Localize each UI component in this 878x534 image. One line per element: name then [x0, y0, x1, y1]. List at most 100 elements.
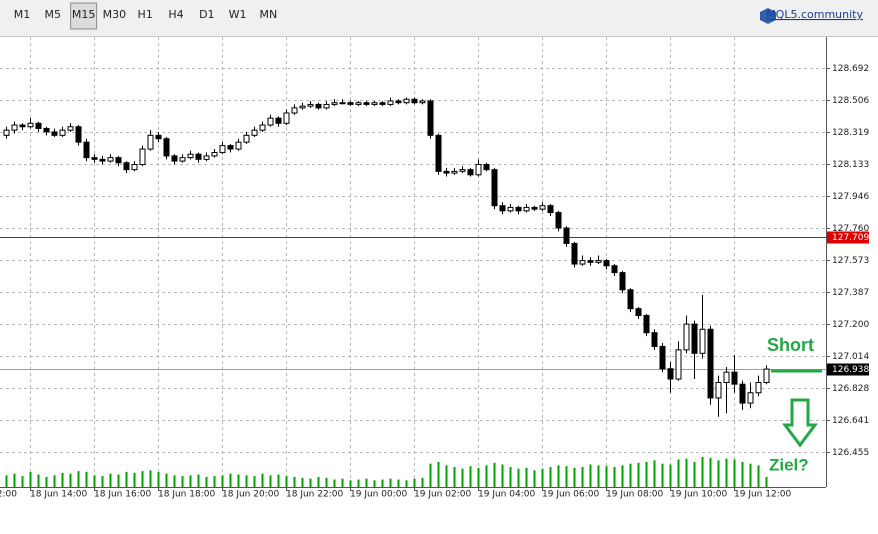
volume-bar	[421, 477, 424, 487]
price-level-label: 127.709	[832, 233, 869, 243]
candle-body	[347, 102, 354, 105]
plot-area	[0, 37, 826, 487]
timeframe-button[interactable]: M1	[14, 8, 31, 21]
volume-bar	[677, 459, 680, 487]
candle-body	[299, 105, 306, 109]
volume-bar	[709, 457, 712, 487]
candle-body	[307, 103, 314, 107]
candle-body	[139, 148, 146, 165]
volume-bar	[333, 479, 336, 487]
volume-bar	[765, 477, 768, 487]
candle-body	[115, 157, 122, 164]
volume-bar	[637, 462, 640, 487]
timeframe-button[interactable]: H1	[138, 8, 153, 21]
candle-body	[259, 124, 266, 131]
volume-bar	[685, 458, 688, 487]
x-tick-label: 18 Jun 18:00	[158, 490, 215, 500]
volume-bar	[509, 467, 512, 487]
candle-body	[187, 153, 194, 159]
candle-body	[531, 206, 538, 210]
candle-body	[363, 102, 370, 105]
timeframe-button[interactable]: W1	[229, 8, 247, 21]
candle-body	[731, 371, 738, 385]
x-tick-label: 19 Jun 04:00	[478, 490, 535, 500]
volume-bar	[357, 479, 360, 487]
volume-bar	[229, 473, 232, 487]
volume-bar	[653, 460, 656, 487]
link-text[interactable]: MQL5.community	[766, 8, 863, 21]
timeframe-label[interactable]: M5	[45, 8, 62, 21]
candle-body	[195, 153, 202, 160]
timeframe-label[interactable]: M15	[72, 8, 96, 21]
timeframe-label[interactable]: H4	[168, 8, 183, 21]
timeframe-button[interactable]: M15	[70, 2, 98, 30]
volume-bar	[757, 465, 760, 487]
y-tick-label: 126.455	[832, 448, 869, 458]
candle-body	[235, 141, 242, 150]
candle-body	[435, 134, 442, 172]
timeframe-button[interactable]: M30	[103, 8, 127, 21]
volume-bar	[461, 468, 464, 487]
timeframe-label[interactable]: M30	[103, 8, 127, 21]
grid	[0, 37, 826, 487]
candle-body	[683, 323, 690, 351]
volume-bar	[109, 473, 112, 487]
y-tick-label: 126.828	[832, 384, 869, 394]
candle-body	[203, 155, 210, 160]
x-tick-label: 18 Jun 14:00	[30, 490, 87, 500]
candle-body	[627, 289, 634, 310]
y-tick-label: 126.641	[832, 416, 869, 426]
volume-bar	[133, 472, 136, 487]
volume-bar	[413, 478, 416, 487]
volume-bar	[293, 477, 296, 487]
candle-body	[59, 129, 66, 136]
volume-bar	[277, 474, 280, 487]
timeframe-label[interactable]: W1	[229, 8, 247, 21]
timeframe-label[interactable]: M1	[14, 8, 31, 21]
x-tick-label: 19 Jun 06:00	[542, 490, 599, 500]
volume-bar	[741, 462, 744, 487]
timeframe-label[interactable]: MN	[260, 8, 278, 21]
timeframe-button[interactable]: H4	[168, 8, 183, 21]
candle-body	[419, 100, 426, 104]
volume-bar	[149, 470, 152, 487]
candle-body	[99, 158, 106, 162]
volume-bar	[645, 462, 648, 487]
volume-bar	[477, 467, 480, 487]
candle-body	[459, 169, 466, 172]
volume-bar	[45, 477, 48, 487]
volume-bar	[717, 460, 720, 487]
community-link[interactable]: MQL5.community	[760, 8, 863, 24]
volume-bar	[469, 466, 472, 487]
timeframe-button[interactable]: MN	[260, 8, 278, 21]
candle-body	[667, 368, 674, 380]
volume-bar	[629, 463, 632, 487]
volume-bar	[445, 465, 448, 487]
candle-body	[635, 308, 642, 317]
volume-bar	[517, 468, 520, 487]
candle-body	[499, 205, 506, 212]
candle-body	[595, 260, 602, 263]
candle-body	[35, 122, 42, 129]
candle-body	[611, 265, 618, 274]
candle-body	[763, 368, 770, 383]
volume-bar	[733, 459, 736, 487]
candle-body	[571, 242, 578, 265]
volume-bar	[317, 477, 320, 487]
candle-body	[147, 134, 154, 150]
volume-bar	[341, 478, 344, 487]
candle-body	[275, 117, 282, 124]
candle-body	[155, 134, 162, 140]
volume-bar	[37, 474, 40, 487]
timeframe-button[interactable]: M5	[45, 8, 62, 21]
timeframe-label[interactable]: H1	[138, 8, 153, 21]
candle-body	[371, 102, 378, 105]
volume-bar	[253, 476, 256, 487]
candle-body	[723, 371, 730, 383]
candle-body	[715, 381, 722, 399]
candle-body	[315, 103, 322, 109]
volume-bar	[77, 471, 80, 487]
timeframe-button[interactable]: D1	[199, 8, 214, 21]
timeframe-label[interactable]: D1	[199, 8, 214, 21]
